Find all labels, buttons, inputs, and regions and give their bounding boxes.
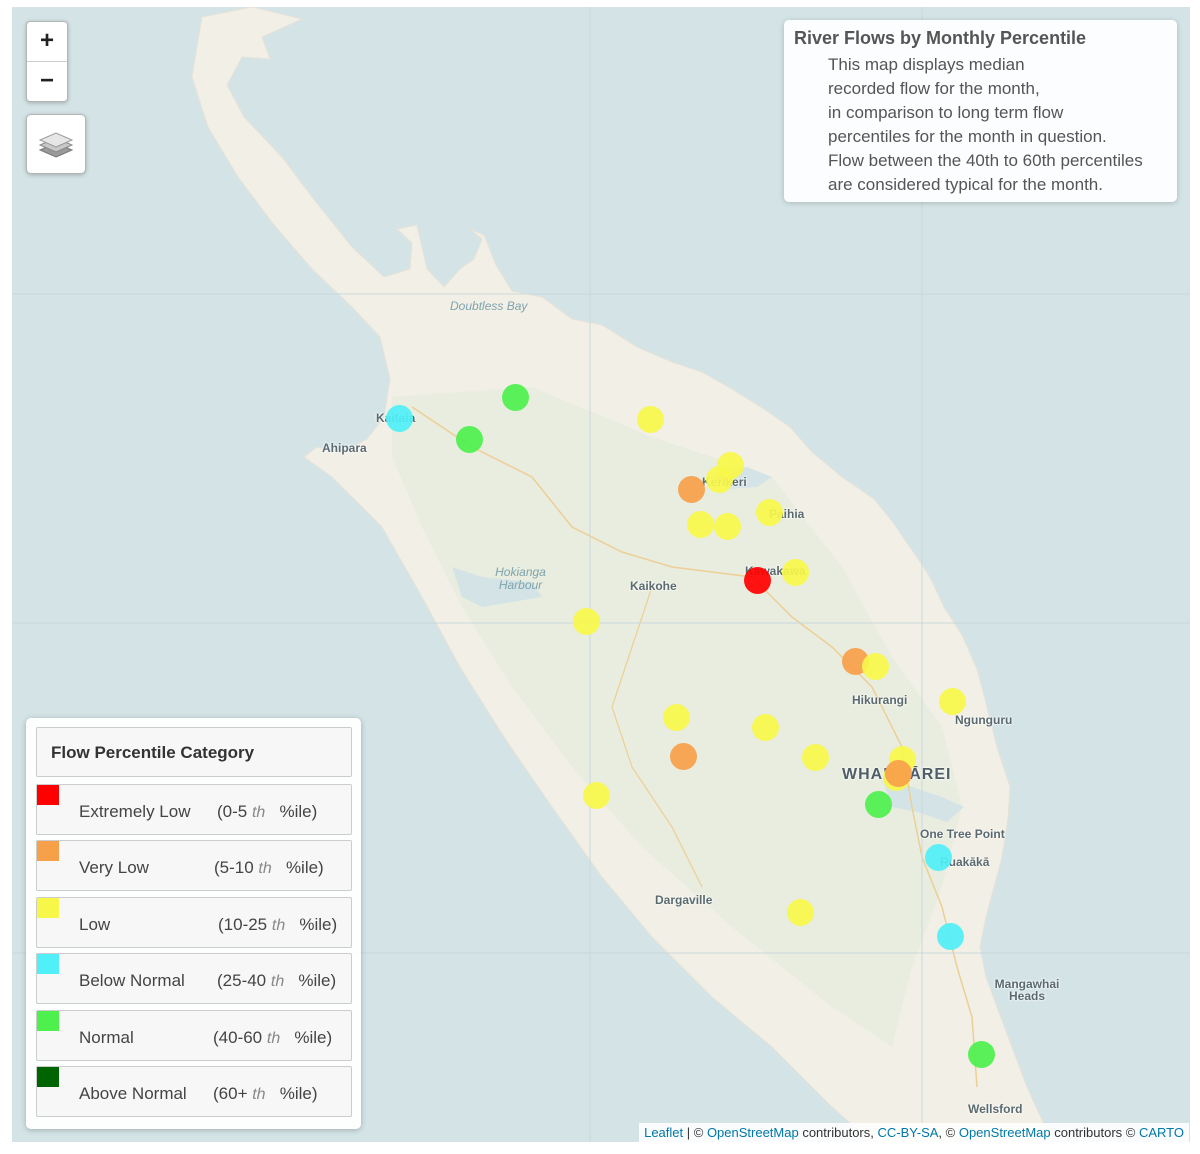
site-marker[interactable]: [583, 782, 610, 809]
site-marker[interactable]: [386, 405, 413, 432]
site-marker[interactable]: [939, 688, 966, 715]
info-line: This map displays median: [828, 55, 1025, 74]
site-marker[interactable]: [865, 791, 892, 818]
legend-swatch: [37, 785, 59, 805]
info-description: This map displays median recorded flow f…: [828, 53, 1177, 197]
legend-panel: Flow Percentile Category Extremely Low (…: [26, 718, 361, 1129]
place-label: Mangawhai Heads: [994, 977, 1060, 1003]
place-label: Ahipara: [322, 441, 367, 455]
attribution-text: , ©: [938, 1125, 959, 1140]
legend-range: (40-60 th %ile): [213, 1028, 333, 1047]
attribution-text: | ©: [683, 1125, 707, 1140]
attribution-text: contributors,: [798, 1125, 878, 1140]
place-label: Kaikohe: [630, 579, 677, 593]
zoom-in-button[interactable]: +: [27, 22, 67, 62]
place-label: Doubtless Bay: [450, 299, 528, 313]
legend-swatch: [37, 1067, 59, 1087]
site-marker[interactable]: [687, 511, 714, 538]
legend-row: Very Low (5-10 th %ile): [36, 840, 352, 891]
site-marker[interactable]: [663, 704, 690, 731]
legend-row: Normal (40-60 th %ile): [36, 1010, 352, 1061]
site-marker[interactable]: [573, 608, 600, 635]
legend-row: Low (10-25 th %ile): [36, 897, 352, 948]
legend-row: Above Normal (60+ th %ile): [36, 1066, 352, 1117]
legend-name: Normal: [79, 1028, 134, 1047]
site-marker[interactable]: [502, 384, 529, 411]
layers-button[interactable]: [26, 114, 86, 174]
site-marker[interactable]: [714, 513, 741, 540]
legend-row: Below Normal (25-40 th %ile): [36, 953, 352, 1004]
attribution-text: contributors ©: [1050, 1125, 1139, 1140]
place-label: Hikurangi: [852, 693, 908, 707]
place-label: One Tree Point: [920, 827, 1005, 841]
info-line: recorded flow for the month,: [828, 79, 1040, 98]
legend-name: Above Normal: [79, 1084, 187, 1103]
legend-row: Extremely Low (0-5 th %ile): [36, 784, 352, 835]
site-marker[interactable]: [670, 743, 697, 770]
site-marker[interactable]: [744, 567, 771, 594]
layers-icon: [38, 132, 74, 158]
legend-title: Flow Percentile Category: [51, 743, 255, 762]
site-marker[interactable]: [706, 466, 733, 493]
info-line: percentiles for the month in question.: [828, 127, 1107, 146]
place-label: Ngunguru: [955, 713, 1013, 727]
site-marker[interactable]: [862, 653, 889, 680]
legend-name: Below Normal: [79, 971, 185, 990]
info-line: are considered typical for the month.: [828, 175, 1103, 194]
site-marker[interactable]: [885, 760, 912, 787]
site-marker[interactable]: [925, 844, 952, 871]
legend-swatch: [37, 841, 59, 861]
legend-range: (60+ th %ile): [213, 1084, 318, 1103]
zoom-out-button[interactable]: −: [39, 67, 54, 94]
legend-name: Low: [79, 915, 111, 934]
place-label: Wellsford: [968, 1102, 1023, 1116]
legend-swatch: [37, 1011, 59, 1031]
site-marker[interactable]: [678, 476, 705, 503]
info-title: River Flows by Monthly Percentile: [794, 28, 1087, 48]
cc-by-sa-link[interactable]: CC-BY-SA: [877, 1125, 939, 1140]
legend-swatch: [37, 898, 59, 918]
info-panel: River Flows by Monthly Percentile This m…: [784, 20, 1177, 202]
site-marker[interactable]: [802, 744, 829, 771]
site-marker[interactable]: [937, 923, 964, 950]
info-line: in comparison to long term flow: [828, 103, 1064, 122]
legend-name: Extremely Low: [79, 802, 191, 821]
place-label: Hokianga Harbour: [495, 565, 546, 592]
osm-link[interactable]: OpenStreetMap: [958, 1125, 1051, 1140]
zoom-control: + −: [26, 21, 68, 102]
site-marker[interactable]: [968, 1041, 995, 1068]
leaflet-link[interactable]: Leaflet: [644, 1125, 684, 1140]
osm-link[interactable]: OpenStreetMap: [706, 1125, 799, 1140]
legend-range: (25-40 th %ile): [217, 971, 337, 990]
site-marker[interactable]: [782, 559, 809, 586]
site-marker[interactable]: [456, 426, 483, 453]
legend-swatch: [37, 954, 59, 974]
legend-range: (10-25 th %ile): [218, 915, 338, 934]
legend-name: Very Low: [79, 858, 149, 877]
site-marker[interactable]: [756, 499, 783, 526]
legend-title-box: Flow Percentile Category: [36, 727, 352, 777]
info-line: Flow between the 40th to 60th percentile…: [828, 151, 1143, 170]
site-marker[interactable]: [752, 714, 779, 741]
place-label: Dargaville: [655, 893, 713, 907]
carto-link[interactable]: CARTO: [1138, 1125, 1184, 1140]
site-marker[interactable]: [787, 899, 814, 926]
legend-range: (0-5 th %ile): [217, 802, 318, 821]
legend-range: (5-10 th %ile): [214, 858, 324, 877]
place-label: Ruakākā: [940, 855, 990, 869]
map-attribution: Leaflet | © OpenStreetMap contributors, …: [639, 1123, 1189, 1142]
site-marker[interactable]: [637, 406, 664, 433]
